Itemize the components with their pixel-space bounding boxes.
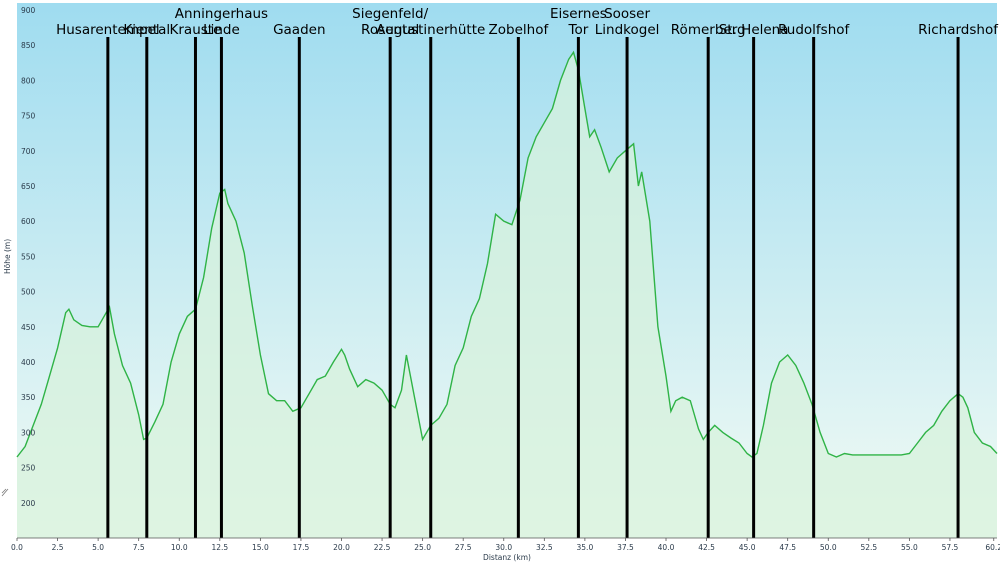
x-tick-label: 32.5 [536, 543, 553, 552]
x-tick-label: 10.0 [171, 543, 188, 552]
waypoint-markers [106, 37, 960, 538]
x-tick-label: 50.0 [820, 543, 837, 552]
x-tick-label: 22.5 [374, 543, 391, 552]
x-tick-label: 60.2 [985, 543, 1000, 552]
waypoint-label: St. Helena [719, 22, 789, 38]
waypoint-label: Zobelhof [489, 22, 550, 38]
x-tick-label: 5.0 [92, 543, 104, 552]
waypoint-label-line: St. Helena [719, 22, 789, 38]
waypoint-label-line: Richardshof [918, 22, 999, 38]
y-tick-label: 750 [21, 112, 36, 121]
waypoint-label: Augustinerhütte [376, 22, 485, 38]
waypoint-label: Siegenfeld/Rosental [352, 6, 428, 38]
x-tick-label: 17.5 [293, 543, 310, 552]
elevation-line [16, 50, 998, 458]
waypoint-label-line: Rudolfshof [778, 22, 851, 38]
y-tick-label: 200 [21, 499, 36, 508]
x-tick-label: 20.0 [333, 543, 350, 552]
x-tick-label: 37.5 [617, 543, 634, 552]
waypoint-label-line: Linde [203, 22, 240, 38]
y-tick-label: 800 [21, 76, 36, 85]
x-axis-label: Distanz (km) [483, 553, 531, 562]
x-tick-label: 55.0 [901, 543, 918, 552]
x-tick-label: 40.0 [658, 543, 675, 552]
waypoint-label-line: Lindkogel [595, 22, 660, 38]
y-tick-label: 250 [21, 464, 36, 473]
waypoint-label: Kiental [123, 22, 170, 38]
x-axis-ticks: 0.0 2.5 5.0 7.5 10.0 12.5 15.0 17.5 20.0 22.5 25.0… [11, 538, 1000, 552]
x-tick-label: 52.5 [860, 543, 877, 552]
x-tick-label: 47.5 [779, 543, 796, 552]
resize-grip-icon[interactable] [1, 488, 9, 497]
waypoint-label-line: Krauste [170, 22, 222, 38]
waypoint-label: Anningerhaus Linde [175, 6, 268, 38]
waypoint-label-line: Siegenfeld/ [352, 6, 428, 22]
waypoint-label: Römerberg [671, 22, 746, 38]
x-tick-label: 57.5 [942, 543, 959, 552]
y-tick-label: 850 [21, 41, 36, 50]
y-tick-label: 900 [21, 6, 36, 15]
y-tick-label: 450 [21, 323, 36, 332]
waypoint-label-line: Tor [568, 22, 589, 38]
waypoint-label-line: Gaaden [273, 22, 325, 38]
y-tick-label: 700 [21, 147, 36, 156]
waypoint-label: Gaaden [273, 22, 325, 38]
waypoint-label-line: Rosental [361, 22, 419, 38]
y-tick-label: 650 [21, 182, 36, 191]
y-tick-label: 400 [21, 358, 36, 367]
x-tick-label: 35.0 [577, 543, 594, 552]
y-tick-label: 350 [21, 393, 36, 402]
waypoint-label-line: Anningerhaus [175, 6, 268, 22]
y-tick-label: 550 [21, 252, 36, 261]
x-tick-label: 12.5 [211, 543, 228, 552]
x-tick-label: 27.5 [455, 543, 472, 552]
y-tick-label: 500 [21, 288, 36, 297]
elevation-area [17, 52, 997, 539]
y-axis-label: Höhe (m) [3, 239, 12, 274]
x-tick-label: 0.0 [11, 543, 23, 552]
waypoint-label: Richardshof [918, 22, 999, 38]
y-tick-label: 300 [21, 428, 36, 437]
y-axis-ticks: 200 250 300 350 400 450 500 550 600 650 700 750 800 8… [21, 6, 36, 508]
waypoint-label: Sooser Lindkogel [595, 6, 660, 38]
x-tick-label: 7.5 [133, 543, 145, 552]
waypoint-label-line: Kiental [123, 22, 170, 38]
x-tick-label: 45.0 [739, 543, 756, 552]
x-tick-label: 15.0 [252, 543, 269, 552]
waypoint-label: Rudolfshof [778, 22, 851, 38]
waypoint-label-line: Eisernes [550, 6, 607, 22]
waypoint-label-line: Zobelhof [489, 22, 550, 38]
waypoint-label: Eisernes Tor [550, 6, 607, 38]
x-tick-label: 42.5 [698, 543, 715, 552]
waypoint-label-line: Augustinerhütte [376, 22, 485, 38]
waypoint-label: Krauste [170, 22, 222, 38]
waypoint-label-line: Husarentempel [56, 22, 160, 38]
waypoint-label-line: Sooser [604, 6, 650, 22]
waypoint-label: Husarentempel [56, 22, 160, 38]
x-tick-label: 30.0 [495, 543, 512, 552]
y-tick-label: 600 [21, 217, 36, 226]
x-tick-label: 25.0 [414, 543, 431, 552]
waypoint-label-line: Römerberg [671, 22, 746, 38]
x-tick-label: 2.5 [52, 543, 64, 552]
